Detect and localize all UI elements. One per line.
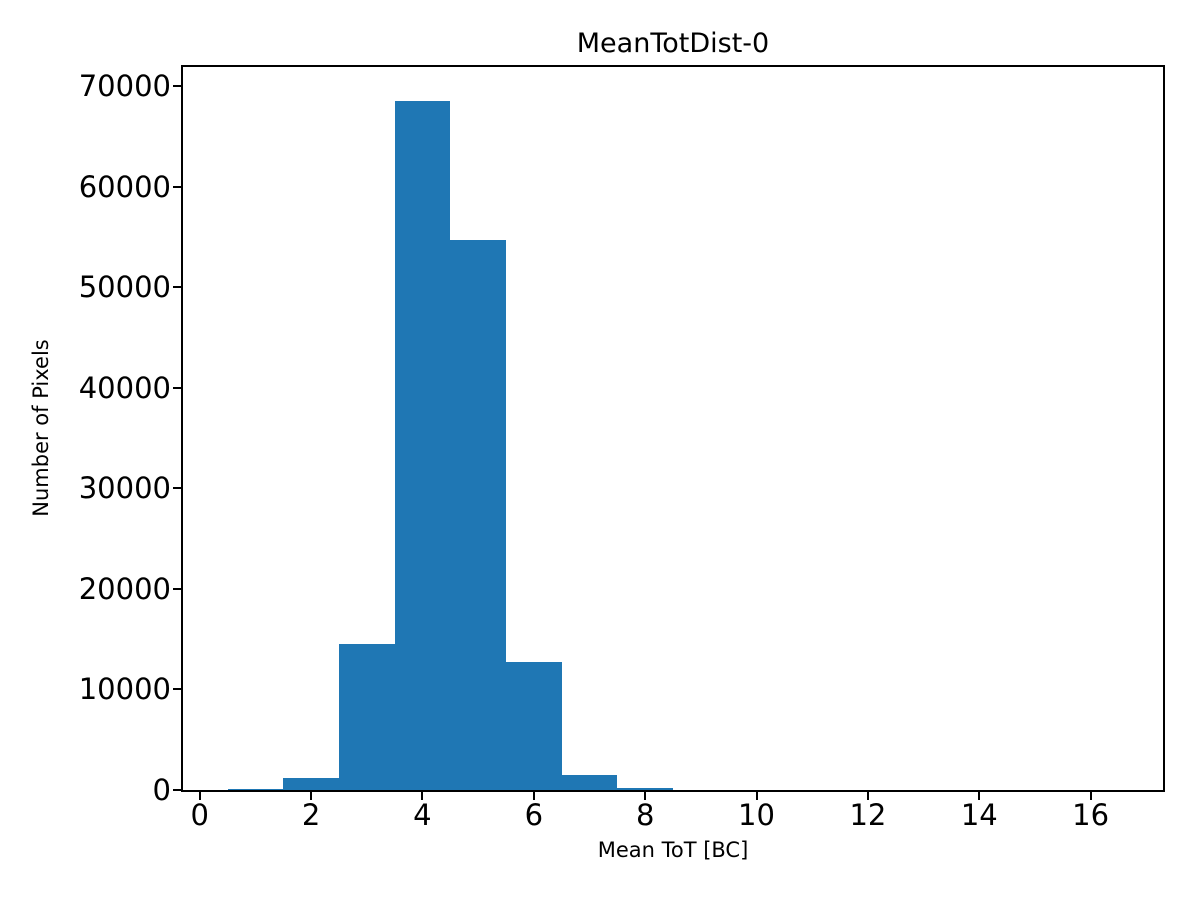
histogram-bar <box>227 788 284 790</box>
y-tick-label: 70000 <box>78 69 171 104</box>
y-tick-label: 20000 <box>78 571 171 606</box>
x-tick-mark <box>1089 792 1092 800</box>
y-tick-mark <box>173 587 181 590</box>
histogram-bar <box>338 644 395 790</box>
y-tick-mark <box>173 185 181 188</box>
x-tick-mark <box>532 792 535 800</box>
y-tick-label: 60000 <box>78 169 171 204</box>
x-tick-label: 6 <box>524 798 544 832</box>
y-tick-mark <box>173 487 181 490</box>
x-tick-mark <box>310 792 313 800</box>
x-axis-label: Mean ToT [BC] <box>597 838 749 862</box>
x-tick-label: 4 <box>413 798 432 832</box>
x-tick-label: 0 <box>190 798 209 832</box>
x-tick-label: 2 <box>301 798 321 832</box>
x-tick-mark <box>755 792 758 800</box>
y-tick-label: 0 <box>152 773 171 807</box>
histogram-bar <box>561 774 618 790</box>
x-tick-label: 16 <box>1072 798 1110 832</box>
x-tick-mark <box>198 792 201 800</box>
y-tick-mark <box>173 688 181 691</box>
y-tick-label: 40000 <box>78 370 171 405</box>
x-tick-label: 8 <box>635 798 655 832</box>
y-axis-label: Number of Pixels <box>29 339 53 517</box>
histogram-bar <box>450 240 506 790</box>
histogram-bar <box>394 101 451 790</box>
x-tick-mark <box>421 792 424 800</box>
x-tick-mark <box>978 792 981 800</box>
x-tick-mark <box>644 792 647 800</box>
y-tick-mark <box>173 789 181 791</box>
y-tick-label: 10000 <box>78 672 171 707</box>
plot-area <box>181 65 1165 792</box>
x-tick-label: 14 <box>960 798 998 832</box>
y-tick-mark <box>173 85 181 88</box>
histogram-bar <box>506 662 562 790</box>
histogram-bar <box>283 778 339 790</box>
chart-title: MeanTotDist-0 <box>576 28 770 59</box>
x-tick-mark <box>866 792 869 800</box>
y-tick-mark <box>173 286 181 289</box>
y-tick-label: 30000 <box>78 471 171 506</box>
y-tick-mark <box>173 386 181 389</box>
histogram-bar <box>617 787 673 790</box>
x-tick-label: 10 <box>738 798 775 832</box>
y-tick-label: 50000 <box>78 270 171 305</box>
x-tick-label: 12 <box>849 798 887 832</box>
